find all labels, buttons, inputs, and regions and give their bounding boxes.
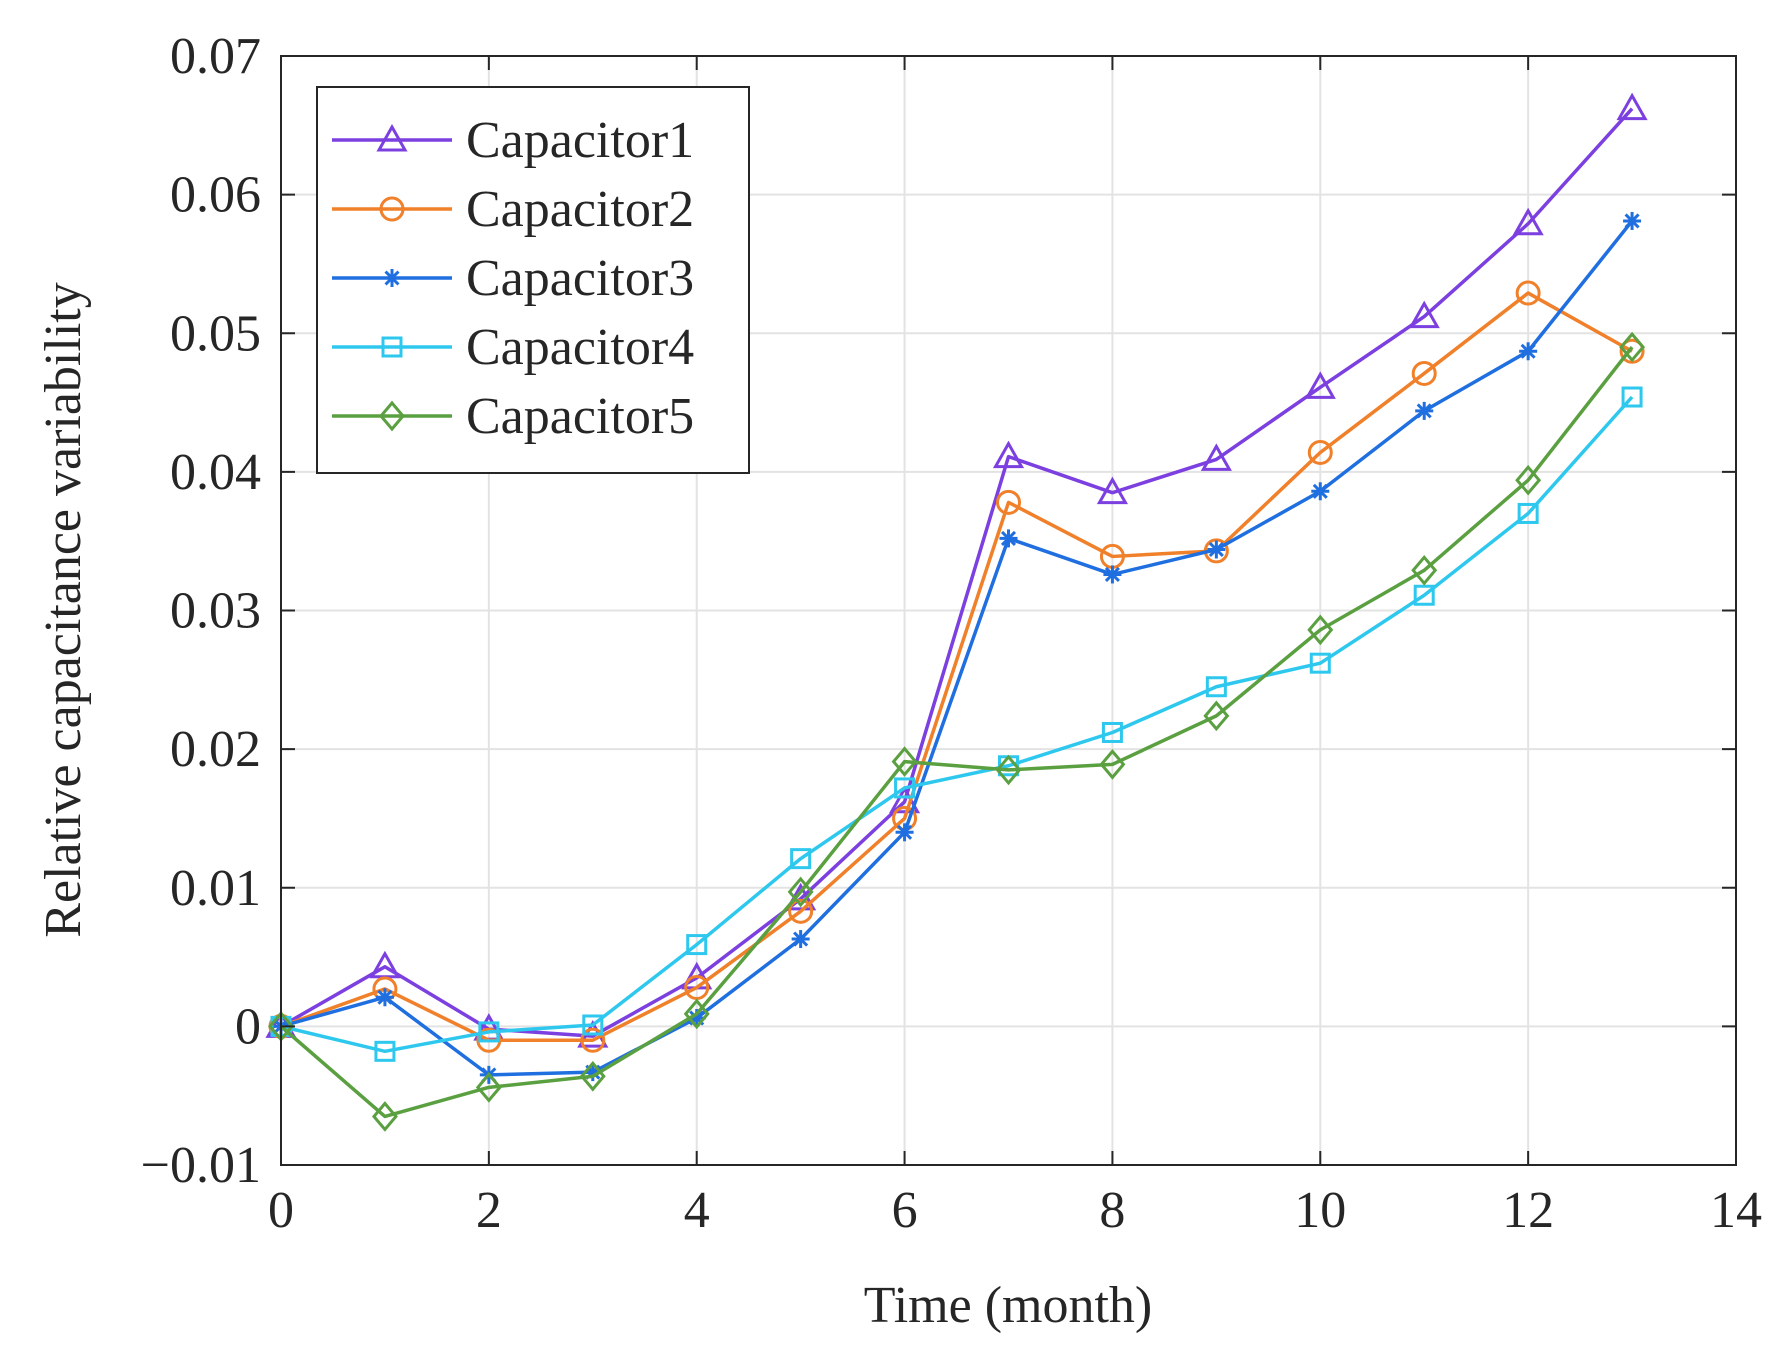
y-tick-labels: −0.01 0 0.01 0.02 0.03 0.04 0.05 0.06 0.07 — [141, 28, 261, 1194]
diamond-marker — [787, 876, 814, 908]
square-marker — [894, 777, 916, 799]
square-marker — [1621, 386, 1643, 408]
triangle-marker — [1408, 300, 1440, 329]
diamond-marker — [371, 1101, 398, 1132]
legend-item-capacitor5: Capacitor5 — [332, 388, 694, 445]
asterisk-marker — [1311, 482, 1330, 501]
x-tick-label: 8 — [1099, 1182, 1125, 1239]
square-marker — [1309, 652, 1331, 674]
legend-item-capacitor4: Capacitor4 — [332, 319, 694, 376]
asterisk-marker — [1207, 540, 1226, 559]
legend-item-capacitor1: Capacitor1 — [332, 112, 694, 169]
asterisk-marker — [1103, 565, 1122, 584]
y-tick-label: 0.07 — [170, 28, 261, 85]
diamond-marker — [475, 1072, 502, 1103]
triangle-marker — [992, 440, 1025, 469]
legend-item-capacitor2: Capacitor2 — [332, 181, 694, 238]
y-tick-label: 0 — [235, 998, 261, 1055]
y-tick-label: 0.03 — [170, 583, 261, 640]
series-line — [280, 219, 1634, 1077]
triangle-marker — [1200, 443, 1232, 471]
series-capacitor5 — [268, 331, 1646, 1132]
triangle-marker — [1096, 476, 1128, 505]
legend-label: Capacitor3 — [466, 250, 694, 307]
asterisk-marker — [791, 930, 810, 949]
diamond-marker — [1099, 749, 1126, 780]
square-marker — [582, 1014, 604, 1036]
x-tick-labels: 0 2 4 6 8 10 12 14 — [268, 1182, 1762, 1239]
triangle-marker — [1512, 207, 1544, 236]
x-tick-label: 6 — [892, 1182, 918, 1239]
x-tick-label: 4 — [684, 1182, 710, 1239]
circle-marker — [788, 898, 814, 924]
y-axis-label: Relative capacitance variability — [35, 282, 92, 937]
legend-circle-marker — [379, 196, 405, 222]
x-tick-label: 14 — [1710, 1182, 1762, 1239]
diamond-marker — [891, 746, 918, 777]
diamond-marker — [1515, 464, 1542, 496]
legend-diamond-marker — [379, 400, 405, 432]
y-tick-label: 0.01 — [170, 860, 261, 917]
diamond-marker — [579, 1060, 606, 1092]
diamond-marker — [1307, 614, 1334, 646]
legend-triangle-marker — [376, 123, 408, 152]
triangle-marker — [1304, 371, 1336, 399]
asterisk-marker — [375, 988, 394, 1007]
circle-marker — [996, 489, 1021, 515]
legend-asterisk-marker — [383, 269, 401, 287]
legend-label: Capacitor4 — [466, 319, 694, 376]
legend: Capacitor1 Capacitor2 Capacitor3 Capacitor4… — [316, 86, 750, 474]
diamond-marker — [1411, 554, 1438, 586]
diamond-marker — [995, 754, 1022, 786]
y-tick-label: 0.06 — [170, 167, 261, 224]
circle-marker — [1411, 360, 1437, 386]
series-layer — [265, 92, 1648, 1132]
diamond-marker — [1203, 700, 1230, 732]
x-axis-label: Time (month) — [864, 1277, 1152, 1334]
diamond-marker — [1619, 331, 1646, 363]
square-marker — [790, 848, 812, 870]
x-tick-label: 10 — [1294, 1182, 1346, 1239]
diamond-marker — [683, 998, 710, 1030]
square-marker — [1205, 676, 1227, 698]
tick-marks — [280, 55, 1737, 1166]
y-tick-label: 0.04 — [170, 444, 261, 501]
triangle-marker — [1616, 92, 1648, 121]
square-marker — [374, 1040, 396, 1062]
legend-square-marker — [381, 336, 403, 358]
x-tick-label: 0 — [268, 1182, 294, 1239]
asterisk-marker — [895, 823, 914, 842]
square-marker — [478, 1021, 500, 1043]
y-tick-label: 0.02 — [170, 721, 261, 778]
square-marker — [1101, 721, 1123, 743]
series-line — [280, 291, 1633, 1042]
square-marker — [1413, 584, 1435, 606]
series-line — [279, 346, 1634, 1119]
square-marker — [686, 934, 708, 956]
x-tick-label: 2 — [476, 1182, 502, 1239]
y-tick-label: 0.05 — [170, 305, 261, 362]
circle-marker — [1307, 439, 1333, 465]
asterisk-marker — [1415, 401, 1434, 420]
circle-marker — [1515, 280, 1541, 306]
y-tick-label: −0.01 — [141, 1137, 261, 1194]
series-capacitor2 — [268, 280, 1645, 1053]
asterisk-marker — [1623, 211, 1642, 230]
asterisk-marker — [999, 529, 1018, 548]
x-tick-label: 12 — [1502, 1182, 1554, 1239]
series-line — [280, 395, 1634, 1054]
legend-label: Capacitor5 — [466, 388, 694, 445]
circle-marker — [476, 1027, 502, 1053]
legend-label: Capacitor1 — [466, 112, 694, 169]
circle-marker — [684, 975, 710, 1001]
circle-marker — [580, 1027, 606, 1053]
asterisk-marker — [1519, 342, 1538, 361]
legend-label: Capacitor2 — [466, 181, 694, 238]
square-marker — [1517, 502, 1539, 524]
legend-item-capacitor3: Capacitor3 — [332, 250, 694, 307]
